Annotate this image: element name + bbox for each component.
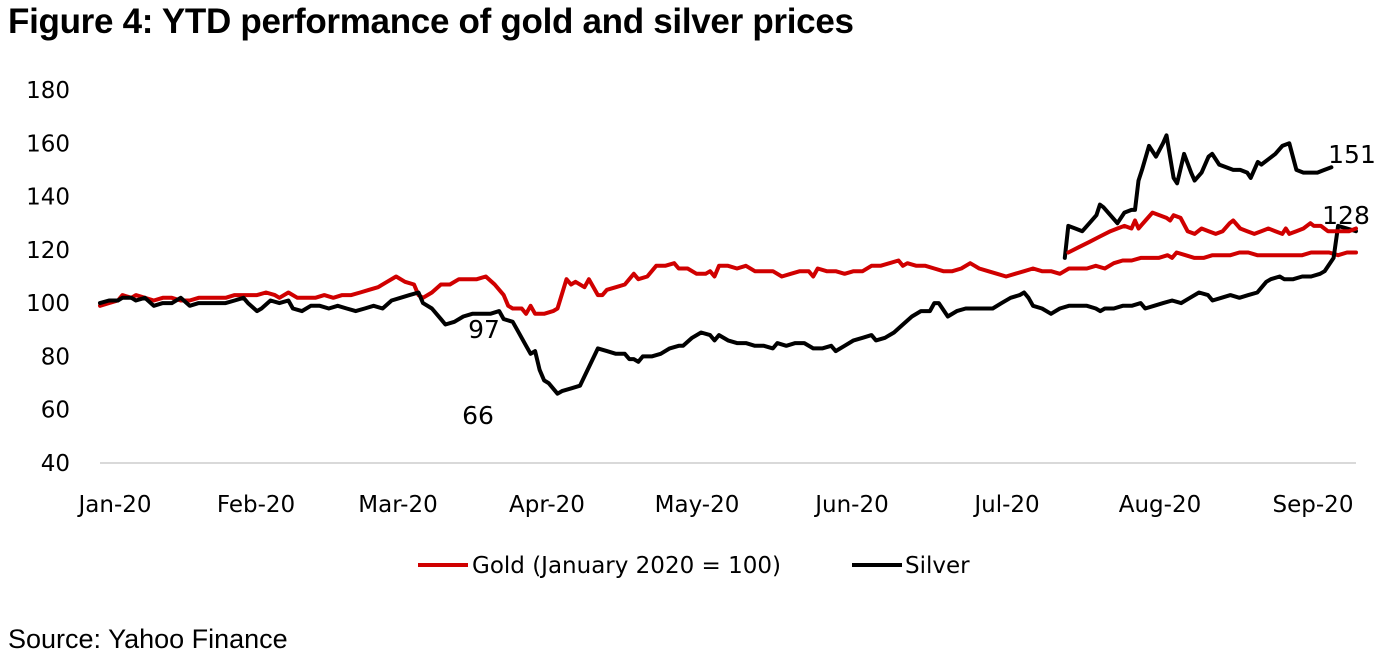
silver-series-line-late xyxy=(1062,133,1334,260)
data-annotations: 97 66 151 128 xyxy=(462,140,1376,430)
y-tick-label: 80 xyxy=(41,344,70,370)
data-label-66: 66 xyxy=(462,401,494,430)
x-tick-label: Feb-20 xyxy=(217,492,295,518)
gold-series-line-late xyxy=(1066,210,1358,255)
y-tick-label: 60 xyxy=(41,398,70,424)
data-label-128: 128 xyxy=(1322,201,1370,230)
y-tick-label: 120 xyxy=(26,238,70,264)
y-tick-label: 160 xyxy=(26,131,70,157)
x-tick-label: Mar-20 xyxy=(358,492,438,518)
y-tick-label: 140 xyxy=(26,185,70,211)
x-tick-label: Aug-20 xyxy=(1119,492,1201,518)
y-axis-ticks: 40 60 80 100 120 140 160 180 xyxy=(26,78,70,477)
silver-series-line xyxy=(98,223,1358,396)
x-axis-ticks: Jan-20 Feb-20 Mar-20 Apr-20 May-20 Jun-20 Jul-… xyxy=(76,492,1353,518)
x-tick-label: Sep-20 xyxy=(1273,492,1354,518)
x-tick-label: Jan-20 xyxy=(76,492,151,518)
data-label-151: 151 xyxy=(1328,140,1376,169)
x-tick-label: Jun-20 xyxy=(813,492,889,518)
y-tick-label: 40 xyxy=(41,451,70,477)
y-tick-label: 180 xyxy=(26,78,70,104)
source-note: Source: Yahoo Finance xyxy=(8,624,288,654)
x-tick-label: Jul-20 xyxy=(972,492,1039,518)
y-tick-label: 100 xyxy=(26,291,70,317)
data-label-97: 97 xyxy=(468,315,500,344)
legend-label-gold: Gold (January 2020 = 100) xyxy=(472,553,781,579)
series-lines xyxy=(98,133,1358,396)
x-tick-label: May-20 xyxy=(655,492,740,518)
figure-title: Figure 4: YTD performance of gold and si… xyxy=(8,2,854,41)
legend-label-silver: Silver xyxy=(905,553,970,579)
x-tick-label: Apr-20 xyxy=(509,492,585,518)
gold-series-line xyxy=(98,250,1358,316)
chart-legend: Gold (January 2020 = 100) Silver xyxy=(418,553,970,579)
